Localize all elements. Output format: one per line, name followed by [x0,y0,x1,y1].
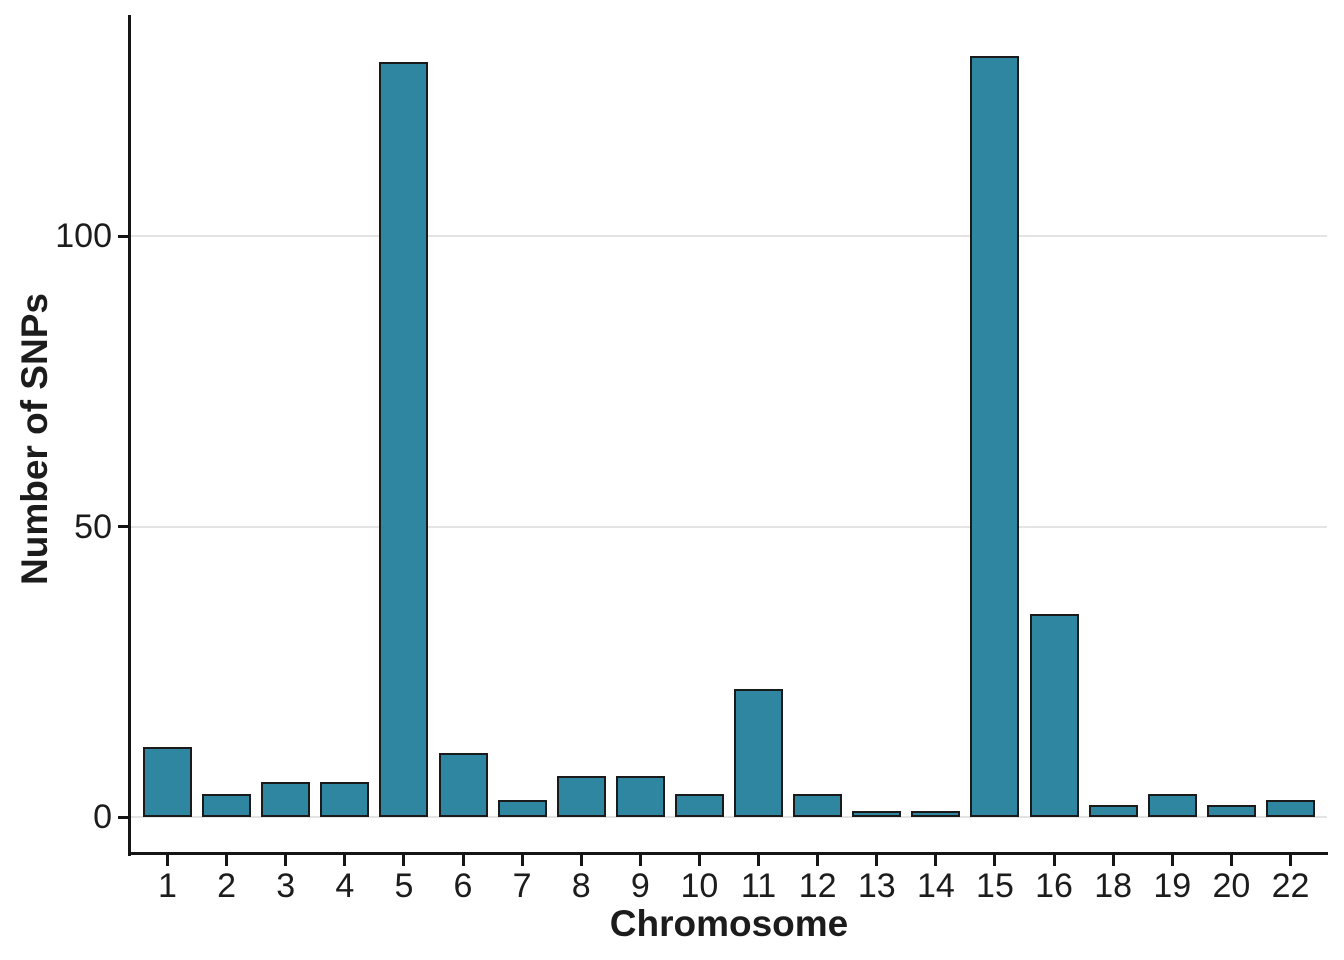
x-tick-label-20: 20 [1212,867,1251,905]
x-tick-label-12: 12 [798,867,837,905]
y-axis-tick [118,815,130,819]
x-axis-tick [934,855,938,866]
bar-chr-1 [143,747,192,817]
x-axis-tick [520,855,524,866]
x-axis-tick [1288,855,1292,866]
gridline-y-0 [130,816,1327,818]
x-tick-label-9: 9 [630,867,650,905]
x-tick-label-8: 8 [571,867,591,905]
x-tick-label-14: 14 [916,867,955,905]
y-tick-label: 0 [93,798,112,836]
x-axis-tick [461,855,465,866]
bar-chr-2 [202,793,252,817]
x-tick-label-3: 3 [276,867,296,905]
x-axis-tick [225,855,229,866]
y-axis-line [128,15,131,856]
x-axis-tick [875,855,879,866]
bar-chr-9 [615,776,665,817]
x-tick-label-18: 18 [1094,867,1133,905]
bar-chr-12 [793,793,843,817]
bar-chr-19 [1147,793,1197,817]
y-axis-tick [118,525,130,528]
bar-chr-10 [674,793,724,817]
x-axis-tick [579,855,583,866]
x-axis-tick [638,855,642,866]
bar-chr-8 [556,776,606,817]
x-tick-label-5: 5 [394,867,414,905]
x-tick-label-13: 13 [857,867,896,905]
bar-chr-6 [438,753,488,817]
bar-chr-5 [379,61,429,817]
x-axis-tick [402,855,406,866]
gridline-y-50 [130,525,1327,528]
x-tick-label-19: 19 [1153,867,1192,905]
y-axis-tick [118,234,130,238]
x-axis-tick [816,855,820,866]
x-tick-label-10: 10 [680,867,719,905]
bar-chr-11 [734,689,784,817]
x-tick-label-11: 11 [740,867,777,905]
x-tick-label-7: 7 [512,867,532,905]
y-tick-label: 100 [55,217,112,255]
x-tick-label-2: 2 [217,867,237,905]
x-tick-label-22: 22 [1271,867,1310,905]
bar-chr-22 [1265,799,1315,817]
bar-chr-14 [911,811,961,817]
x-axis-tick [1229,855,1233,866]
bar-chr-16 [1029,613,1079,817]
x-axis-tick [1111,855,1115,866]
gridline-y-100 [130,235,1327,237]
x-axis-tick [1052,855,1056,866]
bar-chr-15 [970,55,1020,817]
x-tick-label-1: 1 [158,867,177,905]
x-axis-tick [757,855,761,866]
x-axis-tick [343,855,347,866]
x-axis-line [128,852,1328,855]
x-axis-tick [1170,855,1174,866]
x-axis-tick [284,855,288,866]
bar-chr-18 [1088,805,1138,817]
bar-chr-13 [852,811,902,817]
y-tick-label: 50 [74,507,112,546]
bar-chr-20 [1206,805,1256,817]
x-tick-label-15: 15 [976,867,1014,905]
x-tick-label-16: 16 [1035,867,1073,905]
bar-chr-4 [320,782,370,817]
x-axis-tick [993,855,997,866]
x-axis-title: Chromosome [609,903,849,944]
x-tick-label-6: 6 [453,867,473,905]
x-axis-tick [697,855,701,866]
bar-chr-7 [497,799,547,817]
x-axis-tick [166,855,169,866]
x-tick-label-4: 4 [335,867,355,905]
bar-chr-3 [261,782,311,817]
